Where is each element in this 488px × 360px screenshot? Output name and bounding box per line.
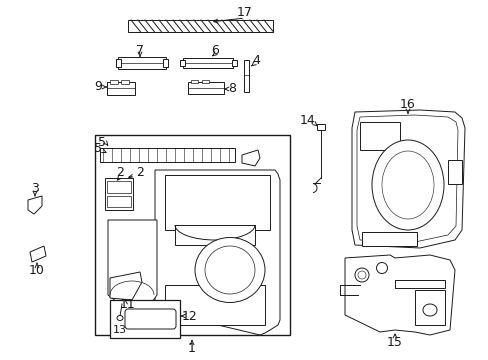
Text: 8: 8 xyxy=(227,82,236,95)
Bar xyxy=(414,290,444,325)
Text: 2: 2 xyxy=(116,166,123,179)
Ellipse shape xyxy=(381,151,433,219)
Bar xyxy=(105,178,133,210)
Text: 7: 7 xyxy=(136,44,143,57)
Bar xyxy=(191,80,198,83)
Bar xyxy=(187,82,224,94)
Polygon shape xyxy=(242,150,260,166)
Bar xyxy=(110,300,180,338)
Bar xyxy=(116,59,121,67)
Text: 13: 13 xyxy=(113,325,127,335)
Bar xyxy=(163,59,168,67)
Bar xyxy=(180,60,184,66)
Bar xyxy=(447,160,461,184)
Text: 6: 6 xyxy=(211,44,219,57)
Text: 2: 2 xyxy=(136,166,143,179)
Text: 11: 11 xyxy=(120,298,136,311)
Polygon shape xyxy=(28,196,42,214)
Ellipse shape xyxy=(357,271,365,279)
Text: 16: 16 xyxy=(399,99,415,112)
Bar xyxy=(100,148,235,162)
Bar xyxy=(394,280,444,288)
Polygon shape xyxy=(108,220,157,312)
Bar xyxy=(95,135,289,335)
Text: 5: 5 xyxy=(94,141,102,154)
Bar xyxy=(107,196,131,207)
Polygon shape xyxy=(30,246,46,262)
Polygon shape xyxy=(345,255,454,335)
Text: 17: 17 xyxy=(237,6,252,19)
Text: 5: 5 xyxy=(98,136,106,149)
Polygon shape xyxy=(110,272,142,300)
Bar xyxy=(316,124,325,130)
Bar xyxy=(244,60,248,92)
Polygon shape xyxy=(351,110,464,248)
Text: 12: 12 xyxy=(182,310,198,323)
Text: 10: 10 xyxy=(29,264,45,276)
Bar xyxy=(164,175,269,230)
Text: 15: 15 xyxy=(386,336,402,348)
Ellipse shape xyxy=(117,315,123,320)
Text: 9: 9 xyxy=(94,81,102,94)
Ellipse shape xyxy=(354,268,368,282)
Bar xyxy=(164,285,264,325)
Bar xyxy=(121,80,129,84)
Polygon shape xyxy=(356,115,457,242)
Bar xyxy=(202,80,208,83)
Polygon shape xyxy=(155,170,280,335)
Ellipse shape xyxy=(195,238,264,302)
Text: 1: 1 xyxy=(188,342,196,355)
Bar xyxy=(361,232,416,246)
Bar xyxy=(118,57,165,69)
Bar xyxy=(128,20,272,32)
FancyBboxPatch shape xyxy=(125,309,176,329)
Ellipse shape xyxy=(376,262,386,274)
Bar xyxy=(359,122,399,150)
Bar xyxy=(107,82,135,95)
Ellipse shape xyxy=(371,140,443,230)
Text: 4: 4 xyxy=(251,54,260,67)
Bar xyxy=(110,80,118,84)
Bar xyxy=(231,60,237,66)
Bar xyxy=(175,225,254,245)
Bar xyxy=(107,181,131,193)
Text: 3: 3 xyxy=(31,181,39,194)
Ellipse shape xyxy=(204,246,254,294)
Text: 14: 14 xyxy=(300,113,315,126)
Bar xyxy=(183,58,232,68)
